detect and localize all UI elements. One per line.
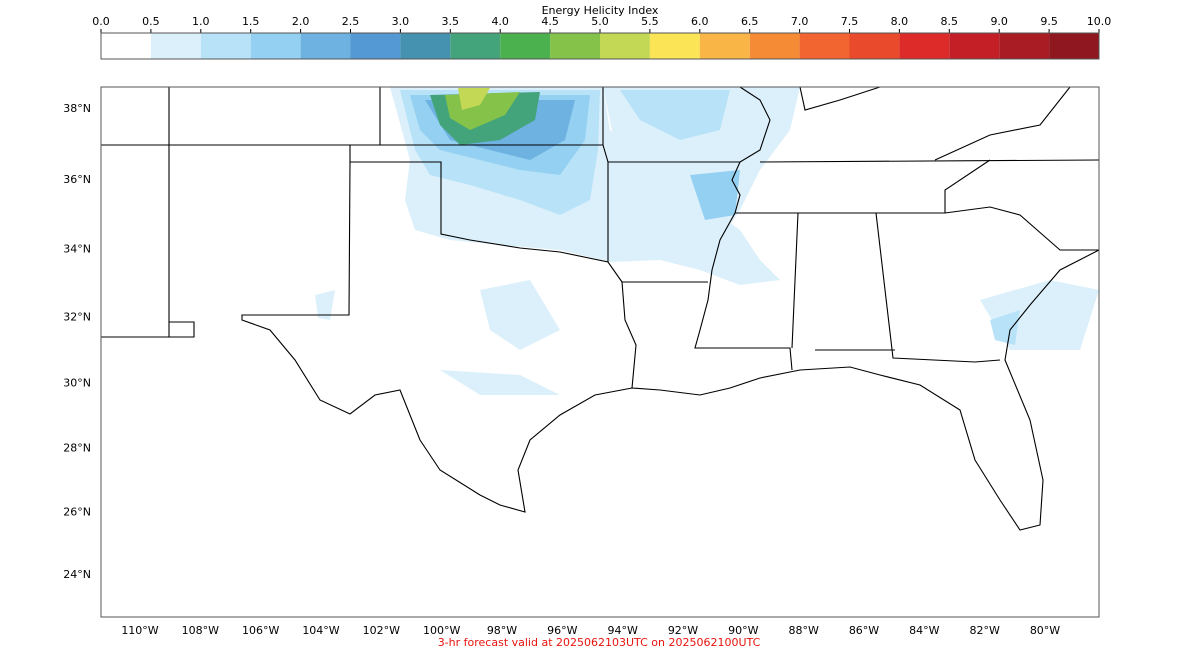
colorbar-tick-label: 6.5 [741, 15, 759, 28]
colorbar-tick-label: 5.0 [591, 15, 609, 28]
lat-labels: 38°N 36°N 34°N 32°N 30°N 28°N 26°N 24°N [63, 102, 91, 581]
lat-label: 28°N [63, 442, 91, 455]
colorbar-tick-label: 6.0 [691, 15, 709, 28]
colorbar-swatch [600, 33, 650, 59]
colorbar-tick-label: 8.0 [891, 15, 909, 28]
colorbar-swatch [699, 33, 750, 59]
colorbar-tick-label: 0.0 [92, 15, 110, 28]
lon-label: 108°W [182, 624, 219, 637]
colorbar-swatch [150, 33, 201, 59]
shading [315, 87, 1099, 395]
lon-label: 80°W [1030, 624, 1060, 637]
colorbar-swatch [250, 33, 301, 59]
lon-label: 100°W [423, 624, 460, 637]
colorbar-swatch [799, 33, 850, 59]
colorbar-swatch [749, 33, 800, 59]
lat-label: 26°N [63, 505, 91, 518]
lon-label: 88°W [788, 624, 818, 637]
colorbar-tick-label: 2.0 [292, 15, 310, 28]
colorbar-tick-label: 3.5 [442, 15, 460, 28]
colorbar-tick-label: 9.0 [990, 15, 1008, 28]
boundaries [101, 86, 1100, 531]
colorbar-tick-label: 4.5 [541, 15, 559, 28]
colorbar-swatch [1049, 33, 1099, 59]
colorbar-swatch [550, 33, 600, 59]
colorbar-tick-label: 10.0 [1087, 15, 1112, 28]
lon-label: 82°W [969, 624, 999, 637]
colorbar-swatch [450, 33, 501, 59]
colorbar-swatch [500, 33, 551, 59]
lon-label: 90°W [728, 624, 758, 637]
colorbar-tick-label: 2.5 [342, 15, 360, 28]
lon-label: 104°W [302, 624, 339, 637]
colorbar-swatch [350, 33, 401, 59]
colorbar-title: Energy Helicity Index [542, 4, 659, 17]
colorbar-swatch [300, 33, 351, 59]
lon-labels: 110°W 108°W 106°W 104°W 102°W 100°W 98°W 96°W 94… [121, 624, 1060, 637]
colorbar-tick-label: 8.5 [941, 15, 959, 28]
lon-label: 96°W [547, 624, 577, 637]
colorbar-swatch [949, 33, 1000, 59]
lon-label: 98°W [487, 624, 517, 637]
colorbar-tick-label: 9.5 [1040, 15, 1058, 28]
colorbar-tick-label: 4.0 [491, 15, 509, 28]
colorbar-swatch [999, 33, 1050, 59]
lat-label: 34°N [63, 243, 91, 256]
map-frame [100, 86, 1100, 618]
lon-label: 106°W [242, 624, 279, 637]
colorbar-tick-label: 7.0 [791, 15, 809, 28]
lat-label: 38°N [63, 102, 91, 115]
colorbar-tick-label: 0.5 [142, 15, 160, 28]
colorbar-tick-label: 5.5 [641, 15, 659, 28]
colorbar-tick-label: 1.5 [242, 15, 260, 28]
colorbar-swatch [649, 33, 700, 59]
lon-label: 86°W [849, 624, 879, 637]
lat-label: 30°N [63, 377, 91, 390]
colorbar-tick-label: 7.5 [841, 15, 859, 28]
colorbar-tick-label: 3.0 [392, 15, 410, 28]
lon-label: 110°W [121, 624, 158, 637]
footer: 3-hr forecast valid at 2025062103UTC on … [438, 636, 761, 649]
colorbar: 0.0 0.5 1.0 1.5 2.0 2.5 3.0 3.5 4.0 4.5 5.0 5.5 6.0 6… [92, 15, 1111, 59]
colorbar-swatch [849, 33, 900, 59]
colorbar-swatch [400, 33, 451, 59]
lon-label: 94°W [607, 624, 637, 637]
colorbar-swatch [101, 33, 151, 59]
lon-label: 92°W [668, 624, 698, 637]
lat-label: 24°N [63, 568, 91, 581]
colorbar-swatch [200, 33, 251, 59]
lon-label: 102°W [363, 624, 400, 637]
colorbar-frame [100, 32, 1100, 60]
lon-label: 84°W [909, 624, 939, 637]
colorbar-swatch [899, 33, 950, 59]
lat-label: 36°N [63, 173, 91, 186]
lat-label: 32°N [63, 310, 91, 323]
colorbar-tick-label: 1.0 [192, 15, 210, 28]
